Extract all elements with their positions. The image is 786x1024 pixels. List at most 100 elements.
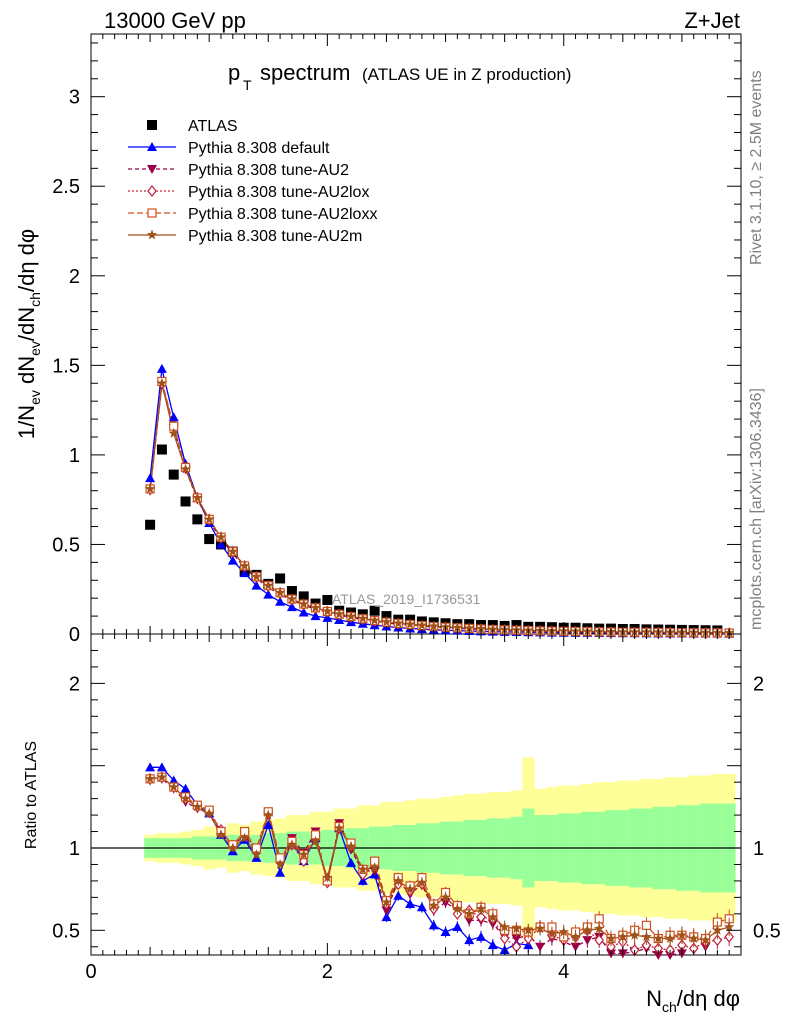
mc-point — [144, 483, 156, 494]
ratio-point — [464, 908, 475, 919]
legend-label: Pythia 8.308 tune-AU2lox — [188, 184, 369, 201]
ratio-point — [724, 930, 734, 943]
ratio-point — [369, 862, 380, 873]
legend-marker — [147, 208, 157, 218]
legend: ATLAS Pythia 8.308 default Pythia 8.308 tu… — [128, 118, 377, 245]
ratio-point — [605, 933, 617, 943]
y-tick-label-lower-right: 1 — [753, 838, 764, 860]
ratio-point — [286, 839, 298, 850]
mc-point — [464, 622, 475, 633]
mc-point — [215, 531, 227, 542]
ratio-point — [381, 912, 392, 922]
ratio-point — [239, 832, 250, 843]
ratio-point — [156, 762, 167, 772]
ratio-point — [582, 924, 593, 935]
y-tick-label-upper: 2.5 — [52, 176, 80, 198]
ratio-point — [476, 911, 486, 924]
data-point — [298, 591, 309, 602]
ratio-point — [180, 783, 191, 793]
x-axis-title: Nch/dη dφ — [646, 986, 740, 1015]
mc-point — [322, 605, 333, 616]
ratio-point — [428, 900, 439, 911]
ratio-point — [144, 773, 156, 784]
mc-point — [298, 607, 309, 617]
mc-point — [298, 598, 309, 609]
chart-title-rest: spectrum — [260, 60, 350, 85]
ratio-point — [511, 923, 522, 934]
ratio-point — [641, 931, 652, 942]
mc-point — [251, 580, 262, 590]
y-tick-label-upper: 2 — [69, 266, 80, 288]
ratio-point — [499, 921, 510, 932]
mc-point — [263, 580, 274, 591]
y-axis-title-lower: Ratio to ATLAS — [23, 741, 40, 849]
ratio-point — [357, 875, 368, 885]
ratio-point — [594, 923, 605, 934]
ratio-point — [404, 883, 416, 894]
ratio-point — [700, 934, 711, 945]
ratio-point — [416, 902, 427, 912]
x-tick-label: 2 — [322, 961, 333, 983]
mc-point — [156, 363, 167, 373]
ratio-point — [334, 822, 345, 833]
ratio-point — [275, 867, 286, 877]
ratio-point — [558, 926, 569, 937]
legend-label: Pythia 8.308 tune-AU2 — [188, 162, 349, 179]
ratio-point — [204, 807, 215, 818]
mc-point — [393, 617, 404, 628]
mcplots-reference-label: mcplots.cern.ch [arXiv:1306.3436] — [748, 388, 765, 630]
data-point — [145, 519, 156, 530]
chart-title: p T spectrum (ATLAS UE in Z production) — [228, 60, 571, 93]
ratio-point — [664, 933, 676, 943]
chart-title-subscript: T — [243, 77, 252, 93]
ratio-point — [582, 936, 593, 946]
header-process-label: Z+Jet — [684, 8, 740, 33]
mc-point — [334, 608, 345, 619]
axis-tick-labels: 0 2 400.511.522.530.5 0.51 12 2 — [52, 87, 781, 983]
ratio-point — [570, 942, 581, 952]
ratio-point — [263, 819, 274, 829]
legend-marker — [147, 165, 157, 174]
rivet-version-label: Rivet 3.1.10, ≥ 2.5M events — [748, 70, 765, 265]
analysis-watermark: ATLAS_2019_I1736531 — [332, 591, 481, 607]
y-tick-label-upper: 3 — [69, 87, 80, 109]
ratio-point — [440, 926, 451, 936]
mc-point — [239, 560, 250, 571]
mc-point — [168, 427, 179, 438]
mc-point — [227, 555, 238, 565]
ratio-point — [322, 872, 333, 883]
ratio-point — [168, 775, 179, 785]
ratio-point — [523, 924, 534, 935]
y-tick-label-upper: 1 — [69, 445, 80, 467]
mc-point — [263, 589, 274, 599]
ratio-point — [594, 934, 604, 947]
ratio-point — [724, 921, 735, 932]
chart-subtitle: (ATLAS UE in Z production) — [362, 65, 571, 84]
ratio-point — [357, 863, 368, 874]
mc-point — [192, 492, 203, 503]
ratio-point — [156, 771, 168, 782]
data-point — [275, 573, 286, 584]
ratio-point — [676, 929, 688, 940]
chart-title-main: p — [228, 60, 240, 85]
y-axis-title-upper: 1/Nev dNev/dNch/dη dφ — [14, 229, 43, 439]
mc-point — [428, 620, 439, 631]
ratio-point — [487, 940, 498, 950]
legend-label: Pythia 8.308 tune-AU2m — [188, 228, 362, 245]
ratio-line — [150, 776, 730, 940]
legend-marker — [146, 229, 158, 240]
ratio-point — [405, 898, 416, 908]
mc-point — [274, 587, 286, 598]
y-tick-label-lower: 0.5 — [52, 920, 80, 942]
ratio-point — [464, 916, 475, 926]
ratio-point — [251, 849, 262, 859]
mc-point — [275, 596, 286, 606]
mc-point — [310, 602, 321, 613]
data-point — [369, 605, 380, 616]
ratio-point — [263, 809, 274, 820]
data-point — [180, 496, 191, 507]
mc-point — [286, 593, 298, 604]
legend-label: ATLAS — [188, 118, 238, 135]
mc-point — [487, 623, 498, 634]
